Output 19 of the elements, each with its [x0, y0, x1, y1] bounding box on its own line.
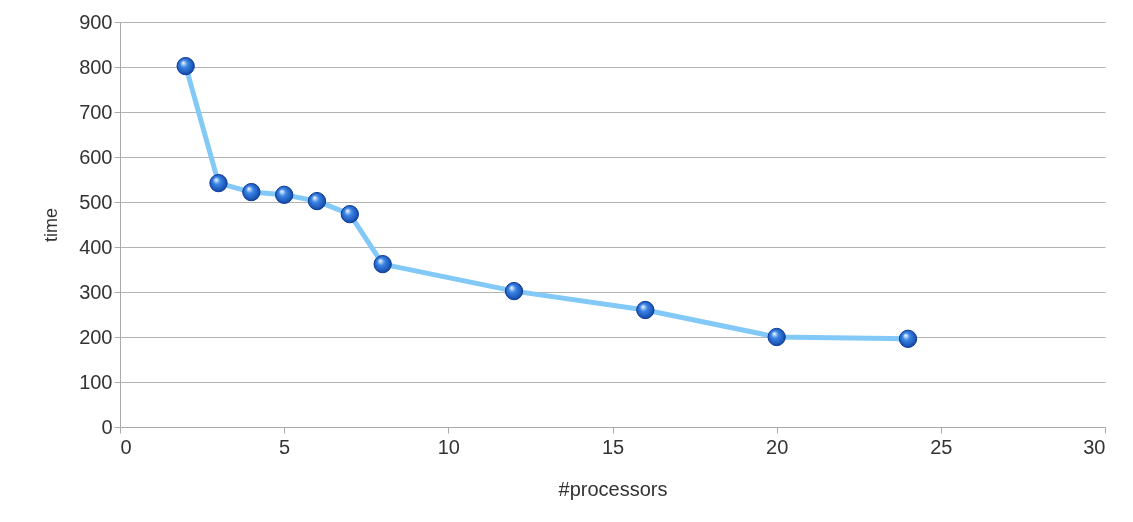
- y-tick-label: 200: [79, 325, 113, 348]
- y-tick-label: 300: [79, 280, 113, 303]
- y-tick-label: 700: [79, 100, 113, 123]
- y-tick-label: 0: [101, 415, 113, 438]
- x-axis-title: #processors: [558, 477, 668, 500]
- y-tick-label: 800: [79, 55, 113, 78]
- x-tick-label: 25: [930, 435, 953, 458]
- x-tick-label: 5: [279, 435, 291, 458]
- y-tick-label: 600: [79, 145, 113, 168]
- y-tick-label: 500: [79, 190, 113, 213]
- x-tick-label: 0: [120, 435, 132, 458]
- y-tick-label: 100: [79, 370, 113, 393]
- y-axis-title: time: [41, 207, 62, 243]
- x-tick-label: 30: [1083, 435, 1106, 458]
- y-tick-label: 900: [79, 10, 113, 33]
- y-tick-label: 400: [79, 235, 113, 258]
- x-tick-label: 10: [437, 435, 460, 458]
- x-tick-label: 20: [766, 435, 789, 458]
- x-tick-label: 15: [601, 435, 625, 458]
